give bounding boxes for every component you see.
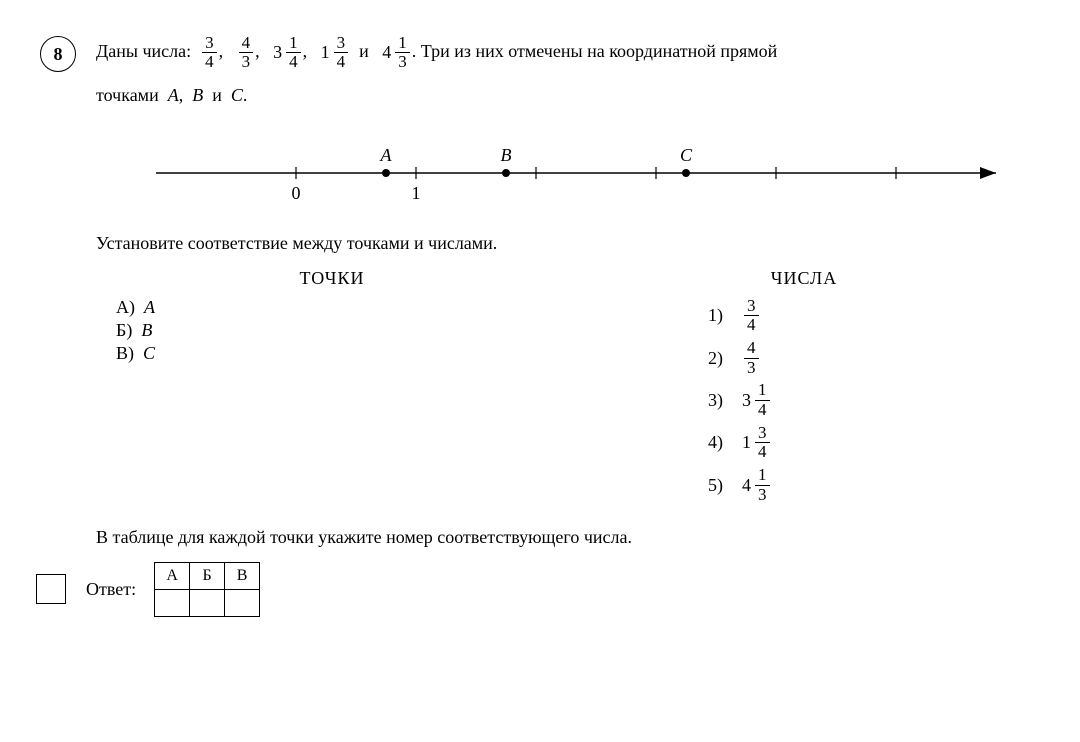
points-column: ТОЧКИ А) AБ) BВ) C [96,268,568,509]
columns: ТОЧКИ А) AБ) BВ) C ЧИСЛА 1)34 2)43 3)314 4)… [96,268,1040,509]
mixed-3: 3 1 4 [273,31,303,74]
answer-row: Ответ: АБВ [36,562,1040,617]
sep: . [243,85,248,105]
answer-input-cell[interactable] [155,589,190,616]
sep: , [179,85,184,105]
svg-text:C: C [680,145,693,165]
answer-header-cell: В [225,562,260,589]
mixed-whole: 3 [273,31,282,74]
numbers-list-item: 1)34 [708,297,1040,335]
answer-checkbox[interactable] [36,574,66,604]
numbers-list-item: 3)314 [708,381,1040,419]
points-list-item: А) A [116,297,568,318]
frac-den: 4 [334,52,349,72]
intro-line2-prefix: точками [96,85,159,105]
points-list-item: В) C [116,343,568,364]
numbers-list-item: 5)413 [708,466,1040,504]
mixed-whole: 4 [382,31,391,74]
instruction: Установите соответствие между точками и … [96,233,1040,254]
answer-input-cell[interactable] [190,589,225,616]
answer-label: Ответ: [86,579,136,600]
frac-den: 3 [395,52,410,72]
sep: , [255,41,260,61]
frac-den: 4 [286,52,301,72]
mixed-4: 1 3 4 [321,31,351,74]
frac-num: 1 [395,34,410,53]
numbers-title: ЧИСЛА [568,268,1040,289]
points-list-item: Б) B [116,320,568,341]
frac-num: 4 [239,34,254,53]
intro-line2-and: и [212,85,222,105]
point-A-label: A [168,85,179,105]
answer-header-cell: А [155,562,190,589]
numbers-column: ЧИСЛА 1)34 2)43 3)314 4)134 5)413 [568,268,1040,509]
svg-text:B: B [501,145,512,165]
answer-header-cell: Б [190,562,225,589]
question-number: 8 [40,36,76,72]
points-title: ТОЧКИ [96,268,568,289]
fraction-2: 4 3 [239,34,254,72]
mixed-5: 4 1 3 [382,31,412,74]
mixed-whole: 1 [321,31,330,74]
numbers-list-item: 4)134 [708,424,1040,462]
svg-text:A: A [380,145,393,165]
point-C-label: C [231,85,243,105]
intro-and: и [359,41,369,61]
frac-num: 1 [286,34,301,53]
number-line-svg: 0 1A B C [136,128,1016,208]
frac-den: 3 [239,52,254,72]
intro-paragraph: Даны числа: 3 4 , 4 3 , 3 1 4 , 1 3 [96,30,1040,118]
intro-suffix: . Три из них отмечены на координатной пр… [412,41,778,61]
answer-table: АБВ [154,562,260,617]
question-body: Даны числа: 3 4 , 4 3 , 3 1 4 , 1 3 [96,30,1040,617]
frac-num: 3 [334,34,349,53]
answer-input-cell[interactable] [225,589,260,616]
fraction-1: 3 4 [202,34,217,72]
svg-text:1: 1 [412,183,421,203]
point-B-label: B [192,85,203,105]
table-instruction: В таблице для каждой точки укажите номер… [96,527,1040,548]
frac-den: 4 [202,52,217,72]
intro-prefix: Даны числа: [96,41,191,61]
numbers-list-item: 2)43 [708,339,1040,377]
frac-num: 3 [202,34,217,53]
number-line: 0 1A B C [136,128,1040,213]
sep: , [219,41,224,61]
svg-text:0: 0 [292,183,301,203]
sep: , [303,41,308,61]
